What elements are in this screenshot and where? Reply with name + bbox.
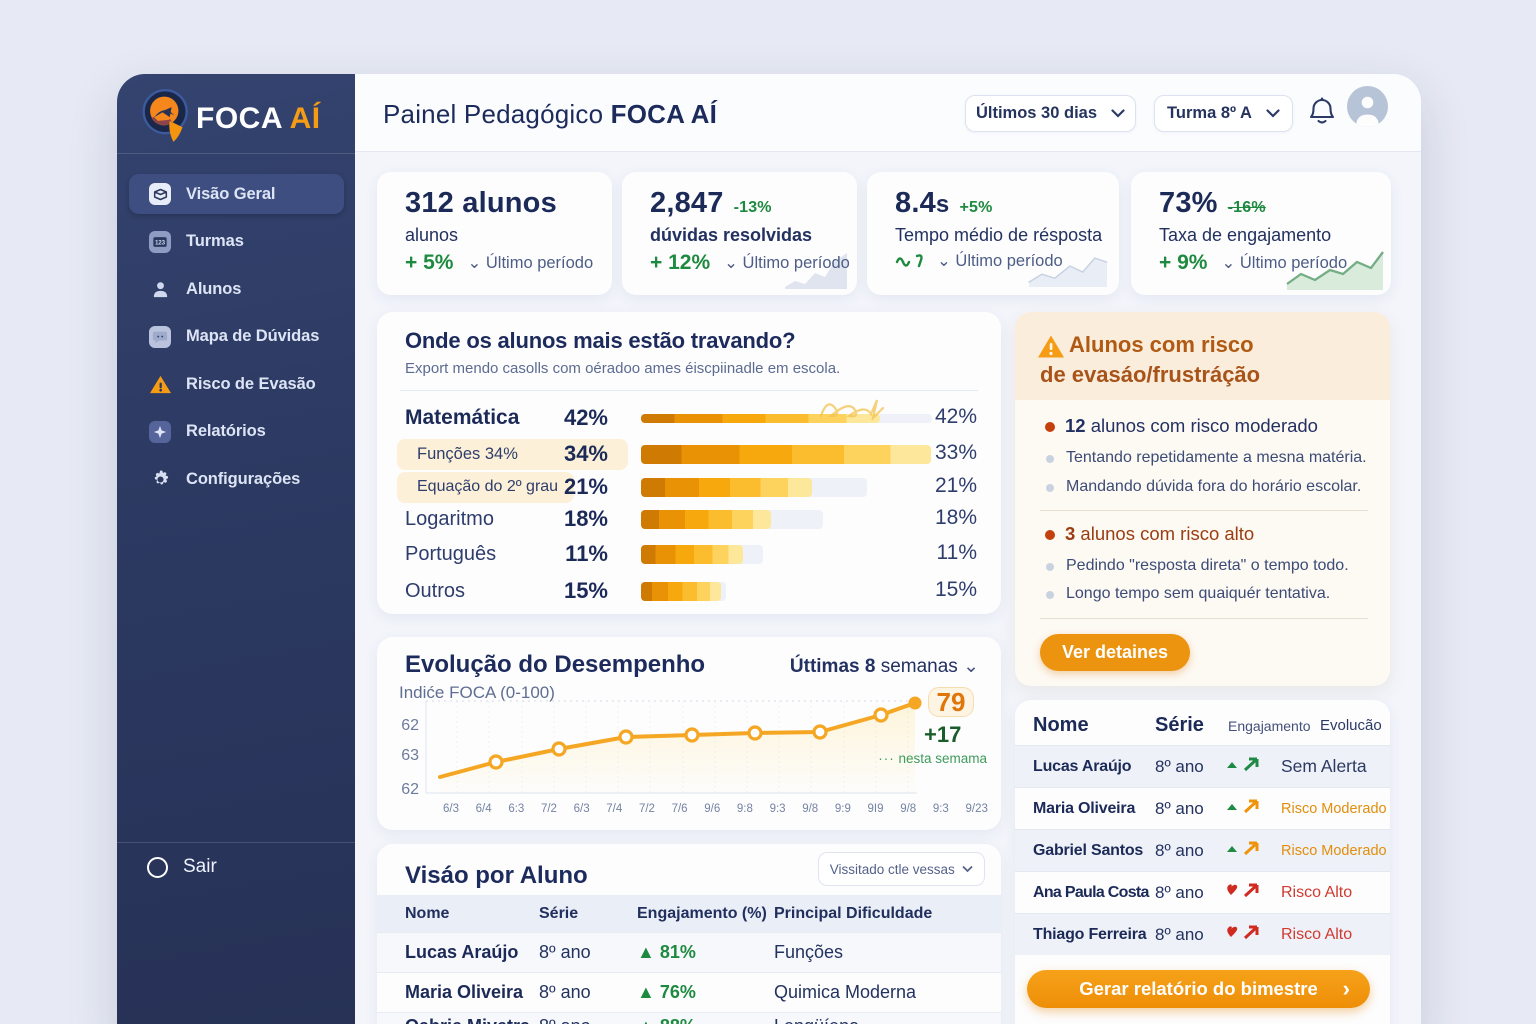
svg-text:123: 123 <box>155 239 166 246</box>
